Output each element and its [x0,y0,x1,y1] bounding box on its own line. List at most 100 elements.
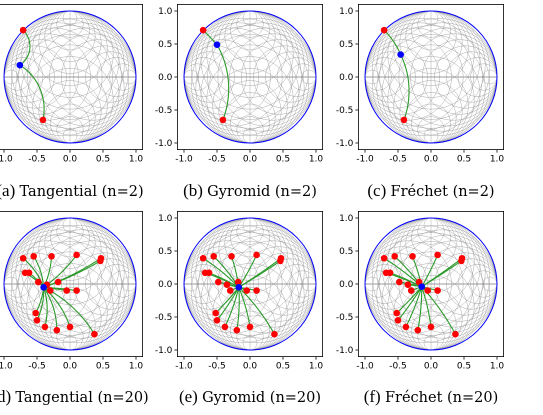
hyperbolic-grid [4,218,136,350]
axes-frame [0,210,143,357]
data-point [400,116,408,124]
x-tick-label: 1.0 [309,362,324,372]
data-point [210,252,217,260]
y-tick-label: 0.5 [339,247,353,257]
geodesic-line [35,287,45,314]
x-tick-label: -1.0 [356,362,374,372]
x-tick-label: 0.0 [243,362,258,372]
panel-caption: (f) Fréchet (n=20) [364,387,499,406]
data-point [452,330,459,338]
disk-boundary [3,10,137,144]
y-tick-label: 1.0 [158,7,173,17]
x-tick-label: 0.5 [457,155,471,165]
x-tick-label: 1.0 [490,362,505,372]
x-tick-label: 1.0 [129,155,144,165]
y-tick-label: -0.5 [155,106,173,116]
caption-text: Fréchet (n=2) [391,184,495,200]
hyperbolic-grid [365,11,497,143]
data-point [391,252,399,260]
data-point [91,330,98,338]
geodesic-line [43,286,58,331]
y-tick-label: -0.5 [155,313,173,323]
geodesic-line [397,286,423,321]
data-point [30,252,37,260]
disk-boundary [364,217,498,351]
panel-4: -1.0-1.0-0.5-0.50.00.00.50.51.01.0(d) Ta… [0,210,149,406]
data-point [32,309,39,317]
data-point [407,287,415,294]
caption-tag: (f) [364,387,385,406]
data-point [380,254,388,262]
geodesic-line [236,287,240,331]
data-point [48,252,55,260]
hyperbolic-grid [184,218,316,350]
data-point [234,278,242,286]
y-tick-label: 0.5 [158,247,172,257]
data-point [271,330,278,338]
data-point [228,252,235,260]
data-point [409,252,416,260]
caption-tag: (e) [179,387,202,406]
geodesic-line [216,44,230,121]
panel-caption: (b) Gyromid (n=2) [183,181,317,200]
x-tick-label: 0.5 [96,362,110,372]
x-tick-label: 0.5 [276,155,290,165]
panel-1: -1.0-1.0-0.5-0.50.00.00.50.51.01.0(a) Ta… [0,4,144,200]
x-tick-label: 1.0 [129,362,144,372]
caption-tag: (d) [0,387,15,406]
data-point [382,269,390,277]
caption-text: Gyromid (n=20) [202,390,321,406]
data-point [253,251,260,259]
y-tick-label: 0.5 [158,40,172,50]
centroid-point [16,61,24,69]
centroid-point [397,51,404,58]
hyperbolic-grid [365,218,497,350]
x-tick-label: 0.5 [276,362,290,372]
geodesic-line [238,260,281,288]
geodesic-line [215,286,240,314]
geodesic-line [19,29,31,66]
y-tick-label: 0.0 [158,73,173,83]
caption-tag: (b) [183,181,207,200]
data-point [402,323,410,331]
panel-3: -1.0-1.0 -0.5 -0.5 0.0 0.0 0.5 0.5 1.0 1.0 (c) Fr… [336,4,504,200]
geodesic-line [383,257,423,288]
centroid-point [418,283,426,290]
data-point [19,254,27,262]
y-tick-label: -1.0 [155,139,173,149]
x-tick-label: -1.0 [175,155,193,165]
x-tick-label: 0.5 [457,362,471,372]
geodesic-line [405,286,423,328]
data-point [21,269,29,277]
data-point [35,278,42,286]
geodesic-line [417,286,423,331]
panel-caption: (c) Fréchet (n=2) [367,181,494,200]
geodesic-line [224,287,240,328]
y-tick-label: 1.0 [158,214,173,224]
x-tick-label: -0.5 [28,155,46,165]
data-point [33,317,41,324]
y-tick-label: 0.5 [339,40,353,50]
disk-boundary [3,217,137,351]
x-tick-label: -0.5 [208,155,226,165]
caption-tag: (a) [0,181,20,200]
geodesic-line [421,286,432,327]
axes-frame [0,4,143,150]
data-point [201,269,209,277]
x-tick-label: 0.0 [424,362,439,372]
geodesic-line [216,287,240,321]
x-tick-label: -1.0 [0,362,13,372]
data-point [73,287,80,294]
data-point [73,251,80,259]
caption-tag: (c) [367,181,390,200]
x-tick-label: 1.0 [309,155,324,165]
geodesic-line [421,254,439,287]
panel-caption: (a) Tangential (n=2) [0,181,144,200]
panel-caption: (d) Tangential (n=20) [0,387,149,406]
x-tick-label: -1.0 [0,155,13,165]
y-tick-label: -0.5 [336,313,354,323]
x-tick-label: -0.5 [389,362,407,372]
data-point [213,317,221,324]
data-point [393,309,400,317]
geodesic-line [43,287,48,328]
